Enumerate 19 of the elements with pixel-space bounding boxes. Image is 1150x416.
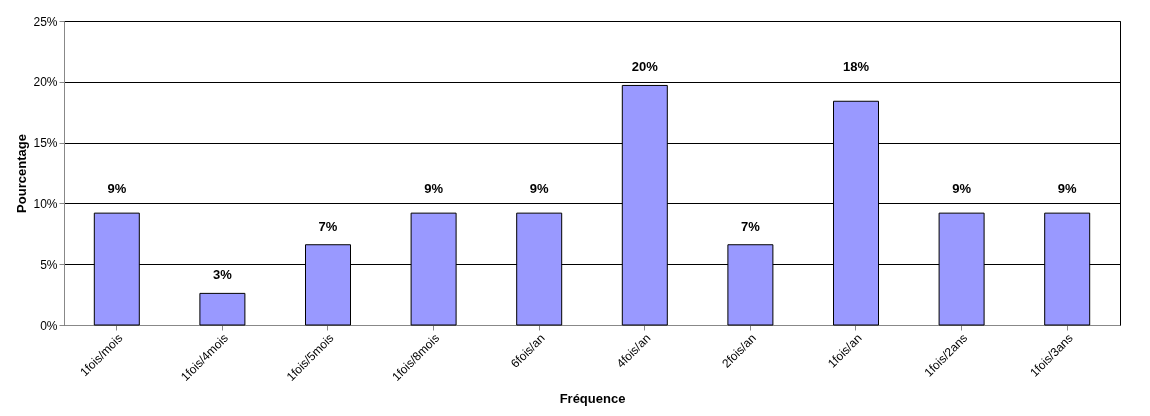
data-label: 9% [107, 180, 127, 196]
y-tick-label: 25% [33, 14, 58, 29]
data-label: 7% [318, 218, 338, 234]
data-label: 9% [529, 180, 550, 196]
data-label: 3% [213, 267, 233, 283]
data-label: 20% [631, 59, 659, 75]
y-axis-title: Pourcentage [14, 134, 30, 213]
bar [199, 292, 246, 326]
y-tick-label: 10% [33, 196, 58, 211]
data-label: 9% [952, 180, 972, 196]
y-tick-label: 20% [33, 75, 58, 90]
y-tick-label: 0% [40, 318, 58, 333]
data-label: 9% [1057, 180, 1078, 196]
data-label: 7% [741, 218, 761, 234]
y-tick-label: 15% [33, 136, 58, 151]
y-tick-label: 5% [40, 257, 58, 272]
x-axis-title: Fréquence [559, 391, 626, 407]
data-label: 9% [424, 180, 444, 196]
data-label: 18% [842, 59, 870, 75]
